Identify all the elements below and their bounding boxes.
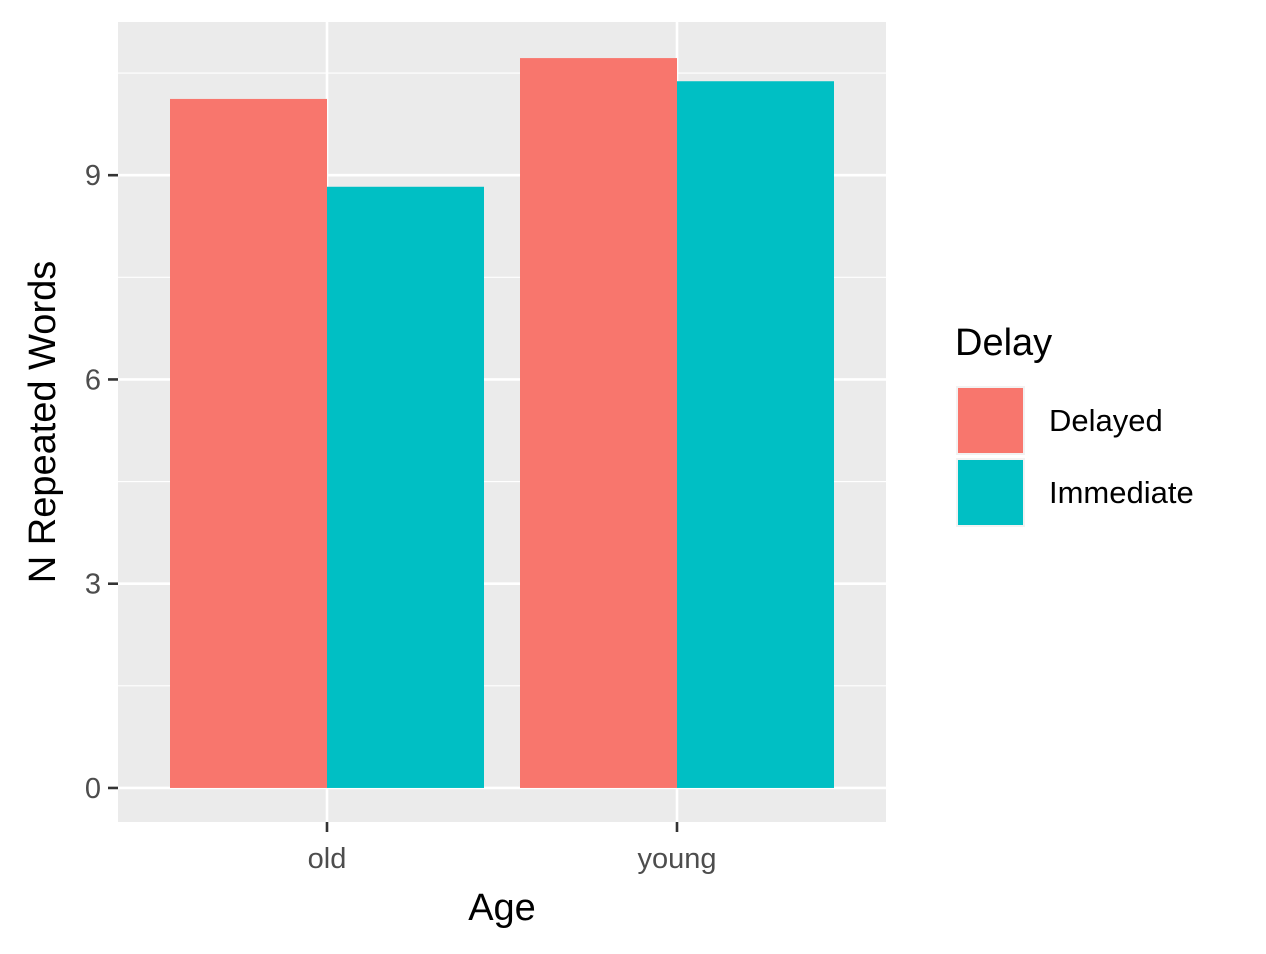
y-tick-label: 0 <box>85 773 101 805</box>
legend-swatch-delayed <box>958 388 1023 453</box>
bar-immediate-young <box>677 81 834 788</box>
y-axis-title: N Repeated Words <box>22 261 64 583</box>
bars <box>170 58 834 788</box>
y-tick-label: 6 <box>85 364 101 396</box>
axes: 0 3 6 9 old young <box>85 160 717 875</box>
bar-delayed-young <box>520 58 677 788</box>
x-tick-label: young <box>637 843 716 875</box>
legend-swatch-immediate <box>958 460 1023 525</box>
legend-items: Delayed Immediate <box>956 386 1194 527</box>
legend-label-immediate: Immediate <box>1049 475 1194 510</box>
legend-label-delayed: Delayed <box>1049 403 1163 438</box>
legend: Delay Delayed Immediate <box>955 322 1194 527</box>
y-tick-label: 3 <box>85 569 101 601</box>
bar-delayed-old <box>170 98 327 788</box>
bar-immediate-old <box>327 186 484 788</box>
legend-title: Delay <box>955 322 1052 364</box>
x-tick-label: old <box>308 843 347 875</box>
x-axis-title: Age <box>468 887 536 929</box>
y-tick-label: 9 <box>85 160 101 192</box>
